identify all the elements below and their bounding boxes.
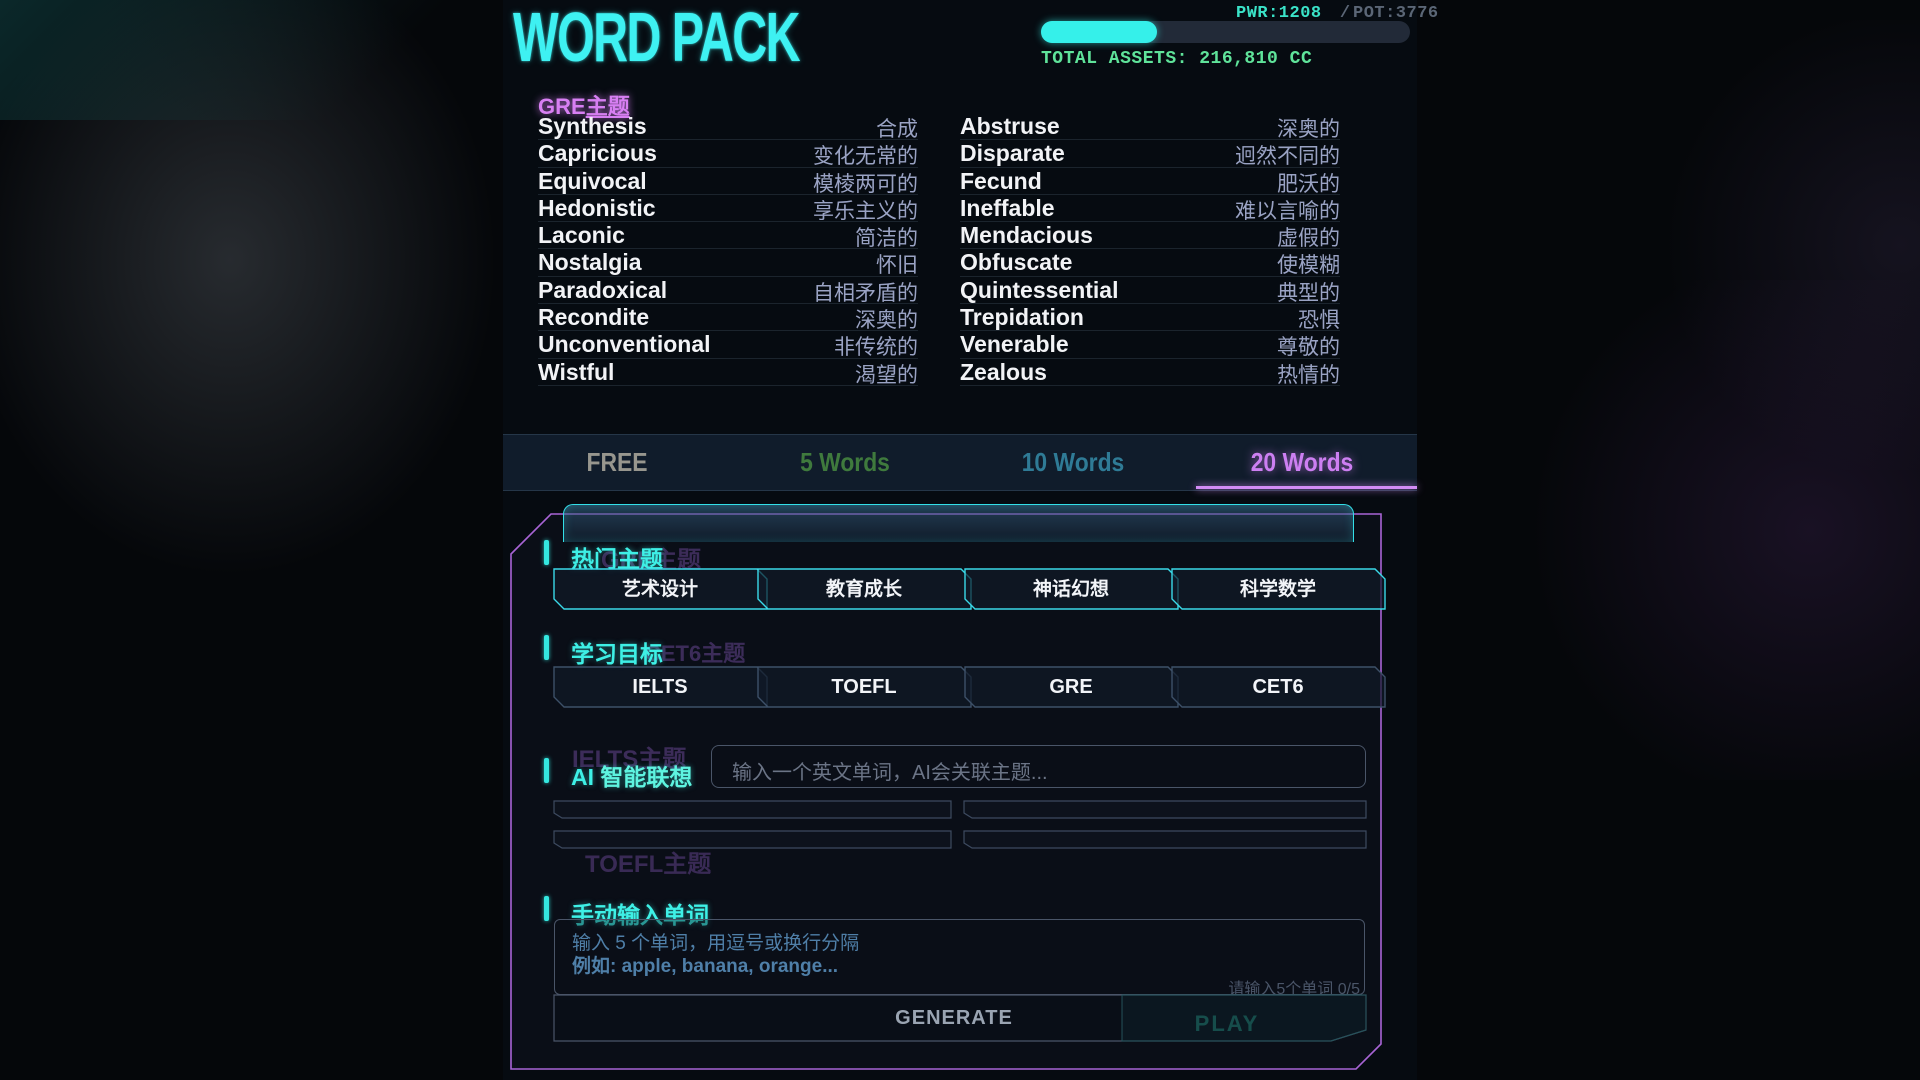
svg-text:神话幻想: 神话幻想 xyxy=(1033,577,1109,600)
svg-text:CET6: CET6 xyxy=(1252,676,1303,698)
svg-text:教育成长: 教育成长 xyxy=(826,577,903,600)
svg-text:艺术设计: 艺术设计 xyxy=(622,578,698,600)
svg-text:科学数学: 科学数学 xyxy=(1240,577,1316,600)
svg-text:GENERATE: GENERATE xyxy=(895,1007,1013,1029)
svg-text:IELTS: IELTS xyxy=(632,676,687,698)
svg-text:PLAY: PLAY xyxy=(1195,1011,1260,1036)
svg-text:GRE: GRE xyxy=(1049,676,1092,698)
svg-text:TOEFL: TOEFL xyxy=(831,676,896,698)
